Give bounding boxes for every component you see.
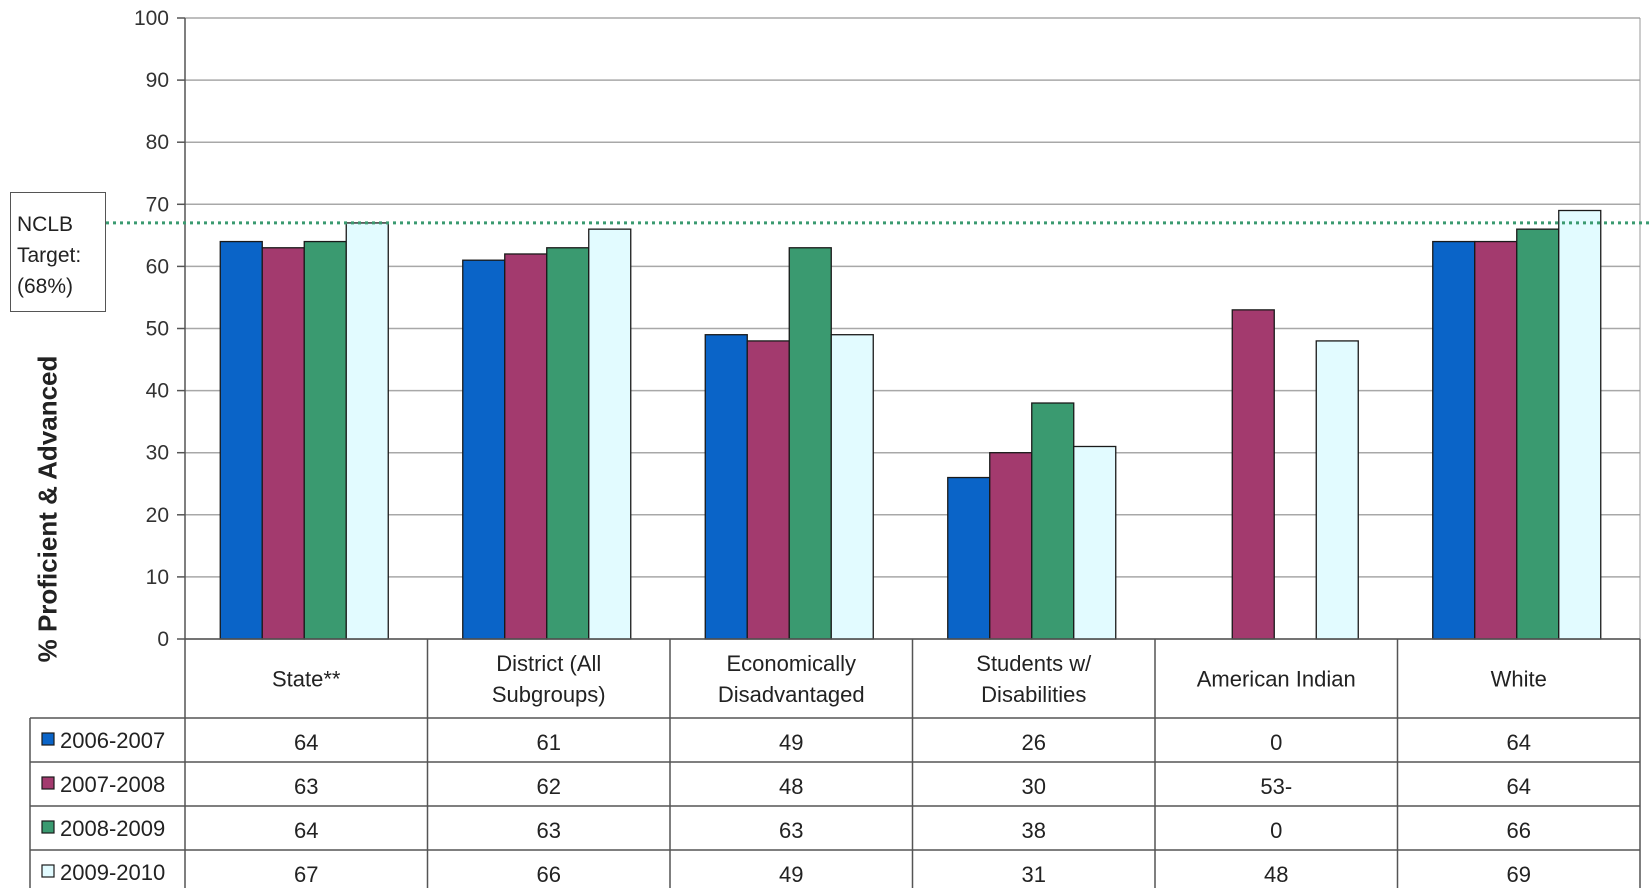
legend-label: 2009-2010 [60, 860, 165, 885]
bar [704, 334, 748, 640]
bar [345, 222, 389, 640]
table-cell: 69 [1507, 862, 1531, 887]
table-cell: 64 [294, 818, 318, 843]
category-label: Disadvantaged [718, 682, 865, 707]
y-tick-label: 10 [146, 566, 169, 589]
table-cell: 63 [294, 774, 318, 799]
legend-label: 2006-2007 [60, 728, 165, 753]
legend-label: 2008-2009 [60, 816, 165, 841]
bar [947, 476, 991, 640]
bar [1031, 402, 1075, 640]
category-label: Economically [726, 651, 856, 676]
y-axis-label: % Proficient & Advanced [32, 355, 63, 663]
bar [462, 259, 506, 640]
bar [1315, 340, 1359, 640]
y-tick-label: 80 [146, 131, 169, 154]
table-cell: 53- [1260, 774, 1292, 799]
table-cell: 64 [1507, 774, 1531, 799]
table-cell: 61 [537, 730, 561, 755]
table-cell: 63 [779, 818, 803, 843]
table-cell: 30 [1022, 774, 1046, 799]
table-cell: 63 [537, 818, 561, 843]
table-cell: 66 [1507, 818, 1531, 843]
bar [504, 253, 548, 640]
table-cell: 49 [779, 730, 803, 755]
table-cell: 49 [779, 862, 803, 887]
bar [303, 240, 347, 640]
category-label: State** [272, 667, 341, 692]
table-cell: 31 [1022, 862, 1046, 887]
table-cell: 38 [1022, 818, 1046, 843]
bar [746, 340, 790, 640]
table-cell: 64 [294, 730, 318, 755]
category-label: Subgroups) [492, 682, 606, 707]
bar [1558, 209, 1602, 640]
category-label: American Indian [1197, 667, 1356, 692]
table-cell: 0 [1270, 818, 1282, 843]
target-label-line-1: NCLB [17, 213, 74, 236]
bar [788, 247, 832, 640]
legend-label: 2007-2008 [60, 772, 165, 797]
category-label: White [1491, 667, 1547, 692]
legend-swatch [41, 732, 55, 746]
table-cell: 62 [537, 774, 561, 799]
table-cell: 0 [1270, 730, 1282, 755]
y-tick-label: 30 [146, 442, 169, 465]
legend-swatch [41, 776, 55, 790]
y-tick-label: 70 [146, 193, 169, 216]
bar [1073, 445, 1117, 640]
y-tick-label: 60 [146, 255, 169, 278]
bars [219, 209, 1602, 640]
bar [830, 334, 874, 640]
table-cell: 64 [1507, 730, 1531, 755]
bar [546, 247, 590, 640]
y-tick-label: 100 [134, 7, 169, 30]
category-label: Disabilities [981, 682, 1086, 707]
target-label-line-2: Target: [17, 244, 82, 267]
bar [261, 247, 305, 640]
y-axis: 0 10 20 30 40 50 60 70 80 90 100 [134, 7, 1641, 651]
target-label-line-3: (68%) [17, 275, 74, 298]
table-cell: 26 [1022, 730, 1046, 755]
bar [1516, 228, 1560, 640]
target-label: NCLB Target: (68%) [10, 192, 106, 312]
bar [1474, 240, 1518, 640]
table-cell: 48 [779, 774, 803, 799]
category-label: District (All [496, 651, 601, 676]
y-tick-label: 0 [157, 628, 169, 651]
data-table: State** District (All Subgroups) Economical… [29, 638, 1641, 888]
table-cell: 48 [1264, 862, 1288, 887]
y-tick-label: 90 [146, 69, 169, 92]
y-tick-label: 50 [146, 318, 169, 341]
category-label: Students w/ [976, 651, 1092, 676]
bar [1231, 309, 1275, 640]
legend-swatch [41, 864, 55, 878]
y-tick-label: 40 [146, 380, 169, 403]
y-tick-label: 20 [146, 504, 169, 527]
bar [1432, 240, 1476, 640]
bar [588, 228, 632, 640]
gridlines [185, 17, 1640, 640]
legend-swatch [41, 820, 55, 834]
table-cell: 67 [294, 862, 318, 887]
bar [989, 452, 1033, 640]
table-cell: 66 [537, 862, 561, 887]
bar [219, 240, 263, 640]
